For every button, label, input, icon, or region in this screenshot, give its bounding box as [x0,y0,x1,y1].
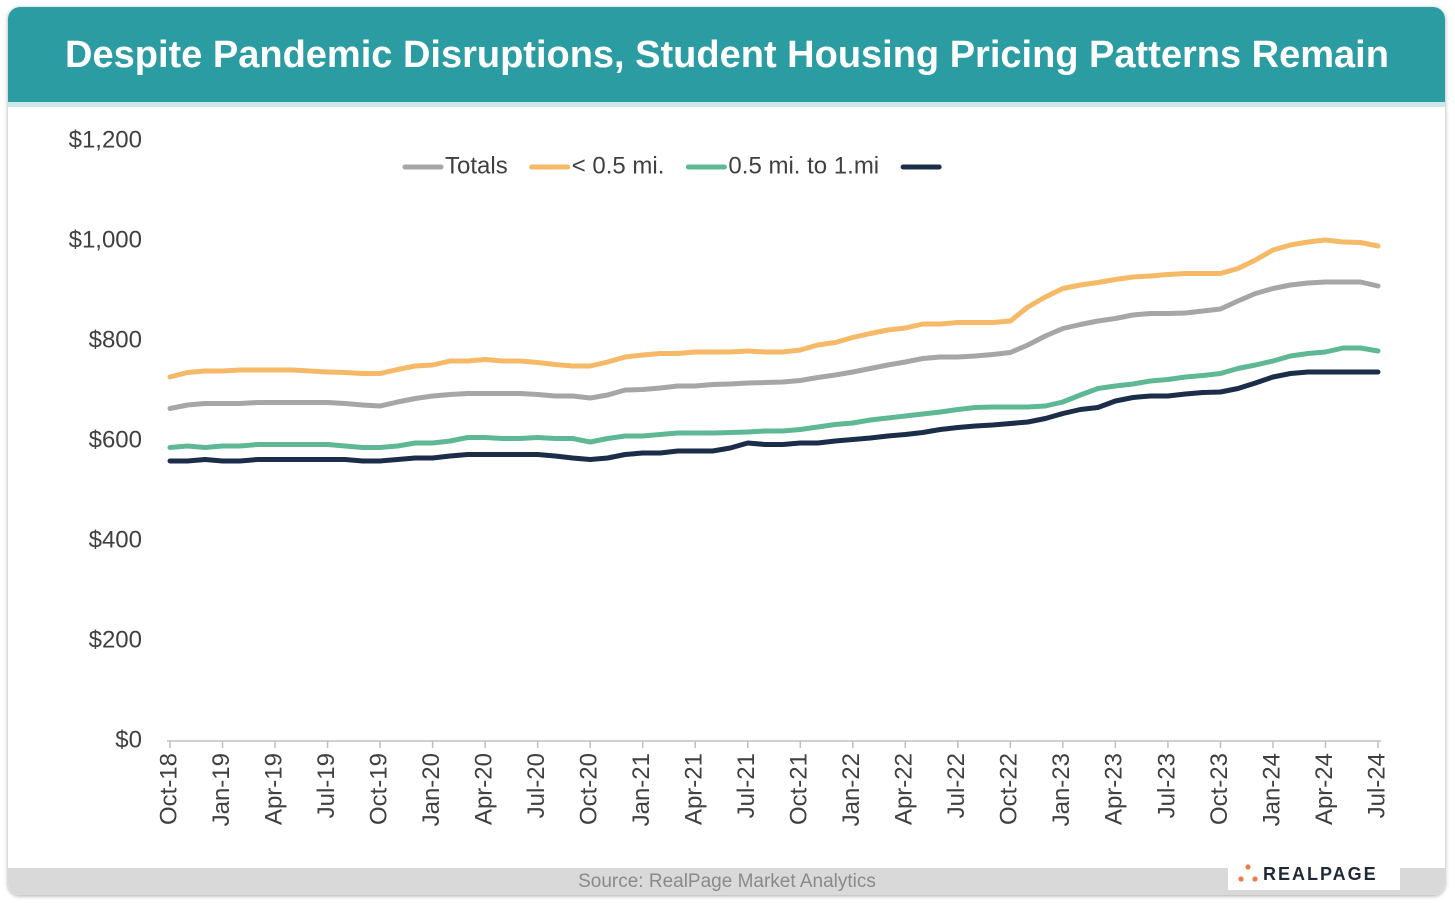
x-tick-label: Apr-21 [681,753,708,825]
series-line [167,369,1381,464]
logo-box [1228,861,1400,890]
logo-dot [1252,876,1258,882]
x-tick-label: Apr-19 [260,753,287,825]
x-tick-label: Jul-20 [523,753,550,818]
logo-dot [1238,876,1244,882]
legend-label: Totals [445,152,508,179]
series-line [167,237,1381,380]
x-tick-label: Jan-22 [838,753,865,826]
logo-text: REALPAGE [1263,864,1378,884]
x-tick-label: Oct-23 [1206,753,1233,825]
source-note: Source: RealPage Market Analytics [578,871,876,892]
x-tick-label: Jul-23 [1153,753,1180,818]
y-tick-label: $0 [115,726,142,753]
x-tick-label: Oct-18 [155,753,182,825]
legend-label: < 0.5 mi. [572,152,665,179]
x-tick-label: Apr-24 [1311,753,1338,825]
series-line [167,345,1381,450]
x-tick-label: Jan-21 [628,753,655,826]
header-bar [8,7,1445,102]
y-tick-label: $400 [89,526,142,553]
footer-bar [8,868,1445,895]
x-tick-label: Jul-22 [943,753,970,818]
x-tick-label: Jul-19 [313,753,340,818]
x-tick-label: Jan-24 [1258,753,1285,826]
legend-label: 0.5 mi. to 1.mi [728,152,879,179]
x-tick-label: Oct-20 [576,753,603,825]
y-tick-label: $800 [89,326,142,353]
header-rule [8,102,1445,107]
x-tick-label: Jan-23 [1048,753,1075,826]
x-tick-label: Oct-22 [996,753,1023,825]
x-tick-label: Apr-23 [1101,753,1128,825]
y-tick-label: $1,200 [69,126,142,153]
y-tick-label: $1,000 [69,226,142,253]
logo-dot [1245,864,1251,870]
y-tick-label: $200 [89,626,142,653]
series-line [167,279,1381,411]
x-tick-label: Jan-20 [418,753,445,826]
chart-title: Despite Pandemic Disruptions, Student Ho… [65,34,1389,76]
x-tick-label: Jul-24 [1363,753,1390,818]
x-tick-label: Oct-19 [365,753,392,825]
x-tick-label: Oct-21 [786,753,813,825]
x-tick-label: Jul-21 [733,753,760,818]
x-tick-label: Jan-19 [208,753,235,826]
x-tick-label: Apr-20 [470,753,497,825]
y-tick-label: $600 [89,426,142,453]
x-tick-label: Apr-22 [891,753,918,825]
plot-area: $0 $200 $400 $600 $800 $1,000 $1,200 Oct-18 Jan-… [69,126,1391,826]
